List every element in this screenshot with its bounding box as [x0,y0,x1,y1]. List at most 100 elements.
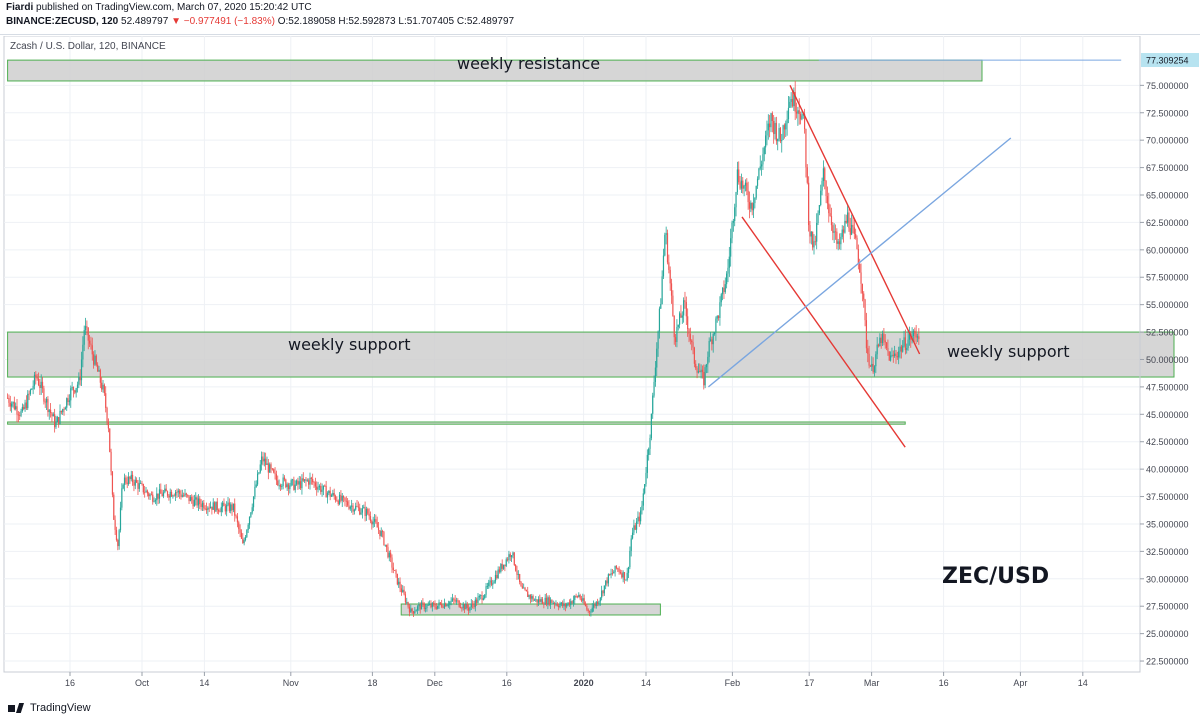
candle-body [337,500,339,505]
header-divider [0,34,1200,35]
candle-body [576,596,579,597]
candle-body [406,602,408,603]
candle-body [102,384,104,390]
candle-body [883,333,885,341]
candle-body [314,482,316,487]
candle-body [825,180,827,197]
candle-body [903,337,905,346]
candle-body [740,180,743,189]
candle-body [94,355,96,365]
candle-body [631,532,634,539]
candle-body [728,256,730,268]
candle-body [666,233,669,263]
candle-body [756,178,759,186]
candle-body [316,486,318,490]
candle-body [615,565,618,569]
candle-body [325,486,327,498]
candle-body [855,233,857,238]
candle-body [834,231,837,233]
candle-body [133,482,135,486]
candle-body [603,585,605,594]
last-price-tag [1141,53,1199,68]
candle-body [50,409,52,414]
candle-body [19,415,21,416]
candle-body [31,388,33,390]
candle-body [837,241,839,244]
candle-body [149,494,151,497]
candle-body [525,589,527,592]
candle-body [762,154,764,165]
candle-body [392,567,394,571]
candle-body [66,398,68,408]
candle-body [478,595,480,598]
candle-body [730,238,732,257]
candle-body [674,337,677,343]
candle-body [544,597,546,605]
candle-body [599,597,601,602]
symbol-interval: BINANCE:ZECUSD, 120 [6,16,119,27]
time-axis-label: 16 [65,678,75,688]
price-axis-label: 42.500000 [1146,437,1189,447]
candle-body [727,267,729,274]
candle-body [848,212,850,229]
candle-body [687,316,689,330]
candle-body [239,529,241,533]
candle-body [420,602,423,610]
candle-body [138,483,140,489]
price-chart[interactable]: weekly resistance weekly support weekly su… [0,36,1200,700]
candle-body [661,276,663,304]
candle-body [251,507,253,513]
candle-body [17,414,19,416]
candle-body [169,491,171,498]
candle-body [58,417,60,424]
candle-body [492,583,494,585]
candle-body [281,485,283,487]
candle-body [567,602,569,605]
candle-body [439,602,441,604]
candle-body [48,409,50,413]
candle-body [918,336,920,340]
candle-body [262,456,264,462]
candle-body [117,540,119,547]
candle-body [98,370,100,372]
candle-body [902,345,904,352]
candle-body [630,538,632,551]
candle-body [832,225,834,233]
candle-body [359,507,361,515]
candle-body [898,351,900,358]
candle-body [767,123,769,131]
candle-body [344,497,346,501]
candle-body [668,262,670,270]
candle-body [774,122,776,135]
candle-body [123,477,126,485]
candle-body [473,604,475,608]
candle-body [845,220,847,223]
candle-body [481,595,483,600]
candle-body [521,586,523,589]
candle-body [373,519,376,522]
candle-body [524,587,526,590]
candle-body [701,369,704,373]
candle-body [572,599,575,604]
candle-body [652,395,654,414]
candle-body [559,604,561,608]
zone-rectangle [7,59,983,82]
candle-body [523,587,525,589]
candle-body [833,231,835,233]
candle-body [429,604,431,605]
candle-body [136,479,138,483]
candle-body [640,510,642,522]
candle-body [537,599,540,603]
candle-body [658,308,661,332]
price-axis-label: 40.000000 [1146,465,1189,475]
candle-body [309,477,311,485]
candle-body [12,401,14,404]
candle-body [75,388,77,393]
candle-body [773,121,775,135]
candle-body [250,512,252,517]
candle-body [179,490,181,494]
candle-body [875,354,877,367]
candle-body [39,385,41,388]
candle-body [656,348,658,368]
candle-body [299,481,302,489]
